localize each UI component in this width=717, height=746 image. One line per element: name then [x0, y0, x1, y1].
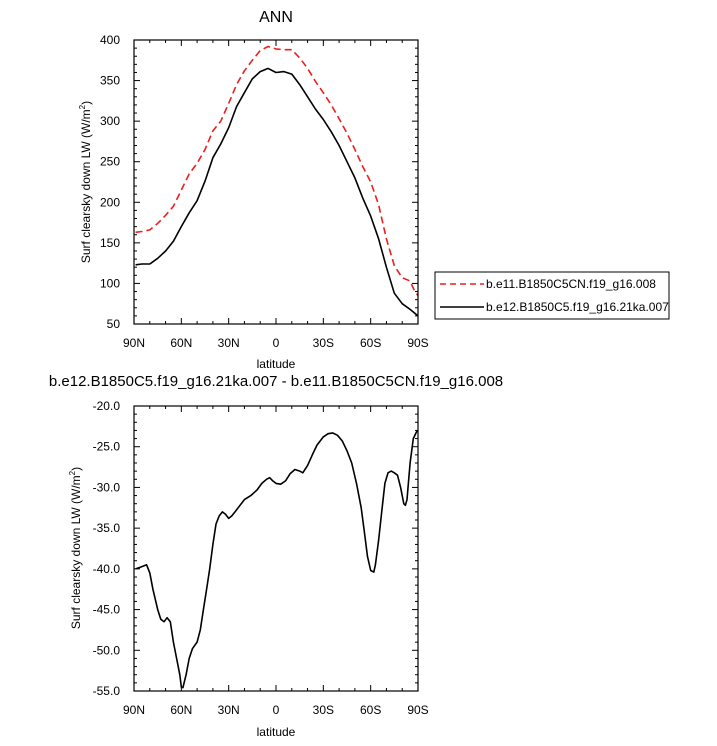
series-line-1 [135, 429, 419, 689]
y-tick-label: -30.0 [93, 480, 121, 494]
top-plot-area [135, 45, 419, 317]
top-y-axis: 50 100 150 200 250 300 350 400 [100, 33, 418, 331]
y-tick-label: 350 [100, 74, 120, 88]
series-line-2 [135, 67, 419, 317]
legend-label-series-1: b.e11.B1850C5CN.f19_g16.008 [486, 277, 656, 291]
x-tick-label: 90N [123, 703, 145, 717]
top-chart: ANN 90N 60N 30N 0 30S 60S 90S 50 100 150 200 250 30… [78, 9, 670, 371]
y-tick-label: -45.0 [93, 603, 121, 617]
top-y-axis-label-main: Surf clearsky down LW (W/m [79, 109, 93, 263]
bottom-x-axis: 90N 60N 30N 0 30S 60S 90S [123, 406, 429, 717]
bottom-y-axis-label-sup: 2 [68, 470, 77, 475]
y-tick-label: 50 [107, 317, 121, 331]
top-y-axis-label-close: ) [79, 101, 93, 105]
bottom-plot-area [135, 429, 419, 689]
top-legend: b.e11.B1850C5CN.f19_g16.008 b.e12.B1850C… [434, 271, 670, 320]
bottom-y-axis-label-main: Surf clearsky down LW (W/m [69, 475, 83, 629]
x-tick-label: 30N [218, 703, 240, 717]
bottom-y-axis-label-close: ) [69, 467, 83, 471]
top-y-axis-label-sup: 2 [78, 104, 87, 109]
x-tick-label: 90S [407, 703, 428, 717]
x-tick-label: 0 [273, 703, 280, 717]
y-tick-label: 100 [100, 276, 120, 290]
x-tick-label: 90N [123, 336, 145, 350]
y-tick-label: 300 [100, 114, 120, 128]
top-chart-title: ANN [259, 9, 293, 26]
x-tick-label: 0 [273, 336, 280, 350]
y-tick-label: -55.0 [93, 684, 121, 698]
x-tick-label: 60S [360, 336, 381, 350]
y-tick-label: 250 [100, 155, 120, 169]
y-tick-label: -50.0 [93, 643, 121, 657]
bottom-y-axis: -55.0 -50.0 -45.0 -40.0 -35.0 -30.0 -25.0 -20.0 [93, 399, 418, 698]
x-tick-label: 60N [170, 336, 192, 350]
x-tick-label: 30S [313, 703, 334, 717]
top-x-axis: 90N 60N 30N 0 30S 60S 90S [123, 40, 429, 350]
top-legend-box [434, 271, 670, 320]
y-tick-label: -20.0 [93, 399, 121, 413]
x-tick-label: 60N [170, 703, 192, 717]
top-y-axis-label: Surf clearsky down LW (W/m2) [78, 101, 93, 263]
bottom-x-axis-label: latitude [257, 725, 296, 739]
y-tick-label: 150 [100, 236, 120, 250]
bottom-chart: b.e12.B1850C5.f19_g16.21ka.007 - b.e11.B… [49, 373, 503, 739]
y-tick-label: 200 [100, 195, 120, 209]
y-tick-label: -35.0 [93, 521, 121, 535]
bottom-y-axis-label: Surf clearsky down LW (W/m2) [68, 467, 83, 629]
bottom-chart-title: b.e12.B1850C5.f19_g16.21ka.007 - b.e11.B… [49, 373, 503, 390]
top-plot-frame [133, 39, 419, 325]
y-tick-label: -40.0 [93, 562, 121, 576]
y-tick-label: 400 [100, 33, 120, 47]
top-x-axis-label: latitude [257, 357, 296, 371]
y-tick-label: -25.0 [93, 440, 121, 454]
x-tick-label: 60S [360, 703, 381, 717]
series-line-1 [135, 45, 419, 297]
x-tick-label: 30N [218, 336, 240, 350]
legend-label-series-2: b.e12.B1850C5.f19_g16.21ka.007 [486, 300, 669, 314]
x-tick-label: 30S [313, 336, 334, 350]
x-tick-label: 90S [407, 336, 428, 350]
bottom-plot-frame [133, 405, 419, 692]
